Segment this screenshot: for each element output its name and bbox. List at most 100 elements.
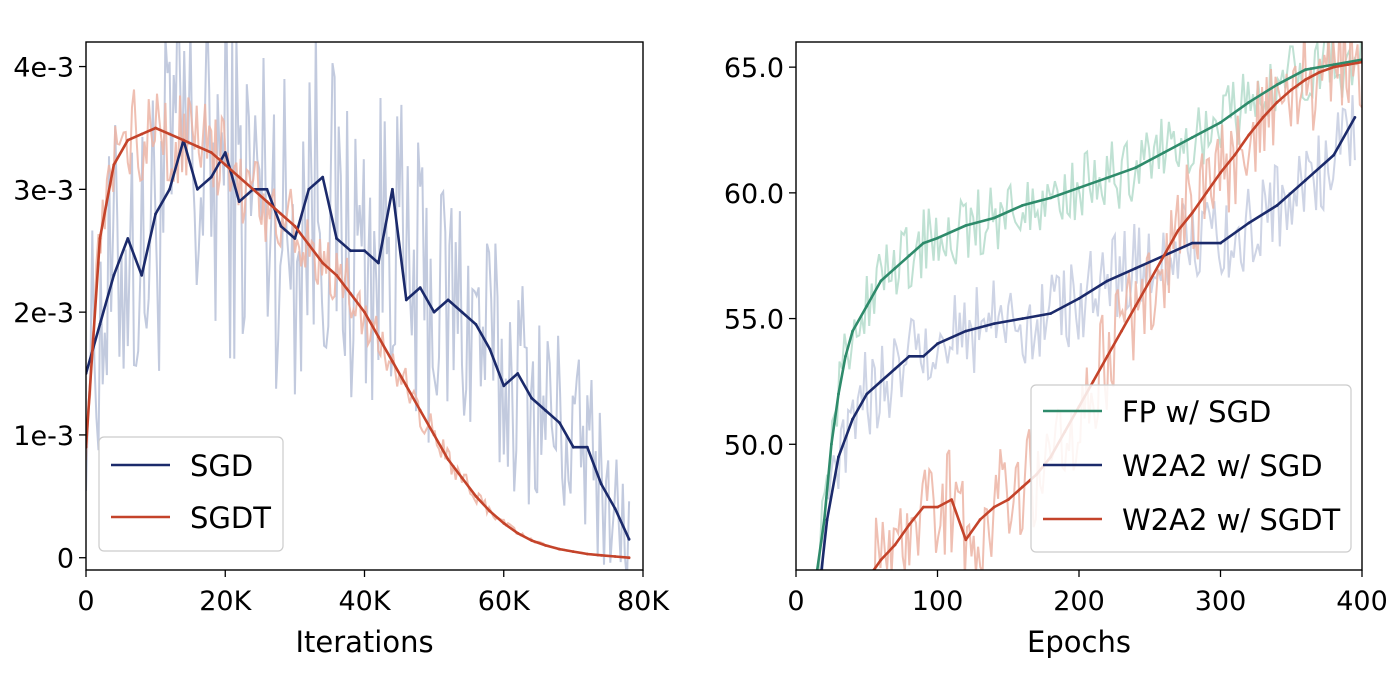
legend-box <box>1030 384 1352 553</box>
data-point <box>1190 211 1194 215</box>
data-point <box>279 212 283 216</box>
data-point <box>893 367 897 371</box>
data-point <box>432 310 436 314</box>
data-point <box>879 279 883 283</box>
data-point <box>572 550 575 553</box>
data-point <box>516 531 520 535</box>
data-point <box>335 273 338 277</box>
data-point <box>613 555 617 558</box>
data-point <box>404 384 408 388</box>
data-point <box>1304 178 1307 182</box>
series-line-3 <box>872 60 1362 570</box>
data-point <box>1049 196 1053 200</box>
data-point <box>1190 136 1194 139</box>
data-point <box>391 359 394 363</box>
y-tick-label: 65.0 <box>724 53 784 84</box>
data-point <box>1006 498 1010 501</box>
data-point <box>279 224 283 228</box>
data-point <box>1204 191 1208 195</box>
data-point <box>1077 186 1081 190</box>
data-point <box>474 494 478 498</box>
data-point <box>992 216 996 220</box>
y-tick-label: 2e-3 <box>13 298 74 329</box>
data-point <box>907 354 911 358</box>
data-point <box>964 329 968 333</box>
data-point <box>1021 204 1024 207</box>
data-point <box>209 175 213 179</box>
data-point <box>321 175 325 179</box>
data-point <box>1346 63 1350 66</box>
data-point <box>837 392 840 396</box>
x-tick-label: 300 <box>1195 586 1247 617</box>
data-point <box>1247 100 1251 104</box>
data-point <box>922 241 925 245</box>
data-point <box>879 558 883 562</box>
x-tick-label: 100 <box>912 586 964 617</box>
data-point <box>1162 151 1166 155</box>
x-tick-label: 40K <box>338 586 391 617</box>
legend: SGD SGDT <box>98 436 284 552</box>
data-point <box>558 547 561 551</box>
plot-area <box>815 42 1362 570</box>
data-point <box>335 237 338 240</box>
legend-label: W2A2 w/ SGDT <box>1122 503 1341 537</box>
data-point <box>822 518 826 522</box>
data-point <box>126 237 130 240</box>
data-point <box>209 151 213 154</box>
data-point <box>585 445 589 449</box>
data-point <box>893 266 897 270</box>
data-point <box>1134 266 1137 270</box>
data-point <box>321 261 325 265</box>
data-point <box>140 132 144 136</box>
data-point <box>1176 229 1180 233</box>
data-point <box>140 273 144 277</box>
data-point <box>293 224 297 228</box>
data-point <box>154 212 158 216</box>
data-point <box>1091 380 1095 383</box>
data-point <box>237 200 241 204</box>
data-point <box>585 552 589 556</box>
data-point <box>851 329 854 333</box>
data-point <box>530 539 533 542</box>
y-tick-label: 3e-3 <box>13 175 74 206</box>
data-point <box>544 544 547 547</box>
data-point <box>1275 100 1279 104</box>
data-point <box>265 200 269 204</box>
data-point <box>599 482 603 486</box>
plot-area <box>86 42 631 570</box>
data-point <box>154 126 158 130</box>
data-point <box>126 138 130 142</box>
data-point <box>825 518 829 522</box>
data-point <box>1332 63 1336 66</box>
data-point <box>112 273 116 277</box>
data-point <box>964 224 968 227</box>
data-point <box>223 163 227 167</box>
data-point <box>418 286 422 289</box>
data-point <box>907 523 911 527</box>
data-point <box>530 396 533 400</box>
data-point <box>950 498 953 501</box>
series-line-1 <box>86 138 631 540</box>
data-point <box>196 187 199 191</box>
data-point <box>112 163 116 167</box>
data-point <box>404 298 408 302</box>
data-point <box>460 310 464 314</box>
data-point <box>1190 241 1194 245</box>
data-point <box>474 323 478 326</box>
data-point <box>377 335 380 339</box>
data-point <box>1134 166 1137 170</box>
legend-label: SGD <box>190 449 253 483</box>
data-point <box>293 237 297 240</box>
data-point <box>488 509 492 513</box>
data-point <box>1247 221 1251 225</box>
data-point <box>1134 304 1137 308</box>
data-point <box>1162 254 1166 258</box>
data-point <box>1105 176 1109 180</box>
data-point <box>168 132 172 136</box>
y-tick-label: 50.0 <box>724 430 784 461</box>
data-point <box>1233 153 1237 157</box>
x-tick-label: 0 <box>787 586 804 617</box>
data-point <box>502 521 506 525</box>
y-tick-label: 60.0 <box>724 179 784 210</box>
